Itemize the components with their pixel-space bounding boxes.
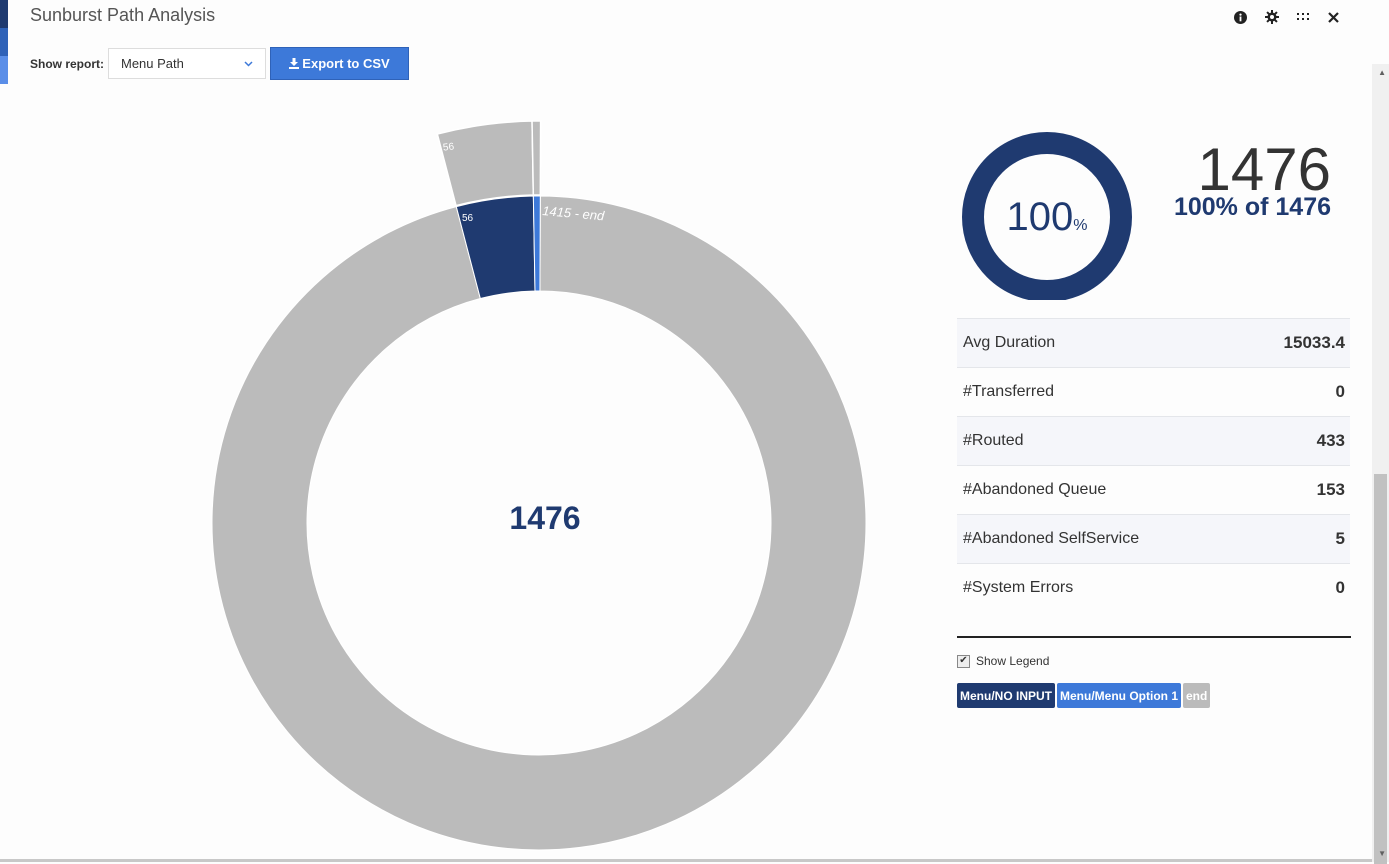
report-select-value: Menu Path bbox=[121, 56, 184, 71]
stat-value: 0 bbox=[1335, 578, 1345, 597]
show-legend-checkbox[interactable]: ✔ bbox=[957, 654, 970, 668]
gauge-percent-unit: % bbox=[1073, 217, 1088, 234]
export-csv-label: Export to CSV bbox=[302, 56, 390, 71]
show-legend-toggle[interactable]: ✔ Show Legend bbox=[957, 654, 1049, 668]
left-accent-bar bbox=[0, 0, 8, 84]
export-csv-button[interactable]: Export to CSV bbox=[270, 47, 409, 80]
vertical-scrollbar[interactable]: ▲ ▼ bbox=[1372, 64, 1389, 864]
gauge-percent-value: 100 bbox=[1006, 195, 1074, 239]
stat-label: Avg Duration bbox=[963, 334, 1056, 351]
stat-value: 15033.4 bbox=[1283, 333, 1345, 352]
window-title: Sunburst Path Analysis bbox=[30, 5, 216, 25]
stat-value: 0 bbox=[1335, 382, 1345, 401]
stat-label: #Abandoned Queue bbox=[963, 481, 1107, 498]
scroll-down-icon[interactable]: ▼ bbox=[1378, 849, 1386, 858]
info-icon[interactable] bbox=[1225, 7, 1256, 27]
report-select[interactable]: Menu Path bbox=[108, 48, 266, 79]
stat-label: #System Errors bbox=[963, 579, 1074, 596]
window-header: Sunburst Path Analysis bbox=[30, 5, 215, 29]
stat-row: #Transferred 0 bbox=[957, 367, 1350, 416]
close-icon[interactable] bbox=[1318, 7, 1349, 27]
stat-row: #System Errors 0 bbox=[957, 563, 1350, 612]
report-toolbar: Show report: Menu Path Export to CSV bbox=[30, 47, 409, 80]
stat-value: 153 bbox=[1316, 480, 1345, 499]
legend-item-end[interactable]: end bbox=[1183, 683, 1211, 708]
stats-table: Avg Duration 15033.4 #Transferred 0 #Route… bbox=[957, 318, 1350, 612]
show-report-label: Show report: bbox=[30, 56, 104, 71]
total-count: 1476 bbox=[1197, 136, 1331, 203]
gauge-percent: 100% bbox=[962, 195, 1132, 240]
percent-of-total: 100% of 1476 bbox=[1173, 193, 1331, 221]
stat-row: Avg Duration 15033.4 bbox=[957, 318, 1350, 367]
legend: Menu/NO INPUT Menu/Menu Option 1 end bbox=[957, 683, 1211, 708]
stat-row: #Abandoned Queue 153 bbox=[957, 465, 1350, 514]
stat-value: 5 bbox=[1335, 529, 1345, 548]
scroll-up-icon[interactable]: ▲ bbox=[1378, 68, 1386, 77]
sunburst-inner-segment[interactable] bbox=[532, 195, 541, 292]
stat-value: 433 bbox=[1316, 431, 1345, 450]
legend-item-menu-option-1[interactable]: Menu/Menu Option 1 bbox=[1057, 683, 1181, 708]
percent-gauge bbox=[962, 132, 1132, 300]
segment-label-no-input: 56 bbox=[462, 213, 474, 224]
stat-row: #Abandoned SelfService 5 bbox=[957, 514, 1350, 563]
sunburst-outer-segment[interactable] bbox=[436, 120, 535, 207]
scrollbar-thumb[interactable] bbox=[1374, 474, 1387, 864]
show-legend-label: Show Legend bbox=[976, 654, 1050, 668]
sunburst-inner-segment[interactable] bbox=[211, 195, 867, 851]
stat-label: #Transferred bbox=[963, 383, 1054, 400]
gear-icon[interactable] bbox=[1256, 7, 1287, 27]
legend-item-no-input[interactable]: Menu/NO INPUT bbox=[957, 683, 1055, 708]
stat-row: #Routed 433 bbox=[957, 416, 1350, 465]
sunburst-chart bbox=[211, 120, 867, 851]
download-icon bbox=[289, 58, 300, 69]
header-toolbar bbox=[1225, 7, 1349, 27]
section-divider bbox=[957, 636, 1351, 638]
stat-label: #Abandoned SelfService bbox=[963, 530, 1140, 547]
sunburst-outer-segment[interactable] bbox=[531, 120, 542, 196]
chevron-down-icon bbox=[244, 60, 253, 67]
bottom-border bbox=[0, 859, 1372, 862]
stat-label: #Routed bbox=[963, 432, 1024, 449]
drag-handle-icon[interactable] bbox=[1287, 7, 1318, 27]
segment-label-outer: 56 bbox=[442, 141, 455, 154]
sunburst-center-value: 1476 bbox=[509, 500, 581, 536]
